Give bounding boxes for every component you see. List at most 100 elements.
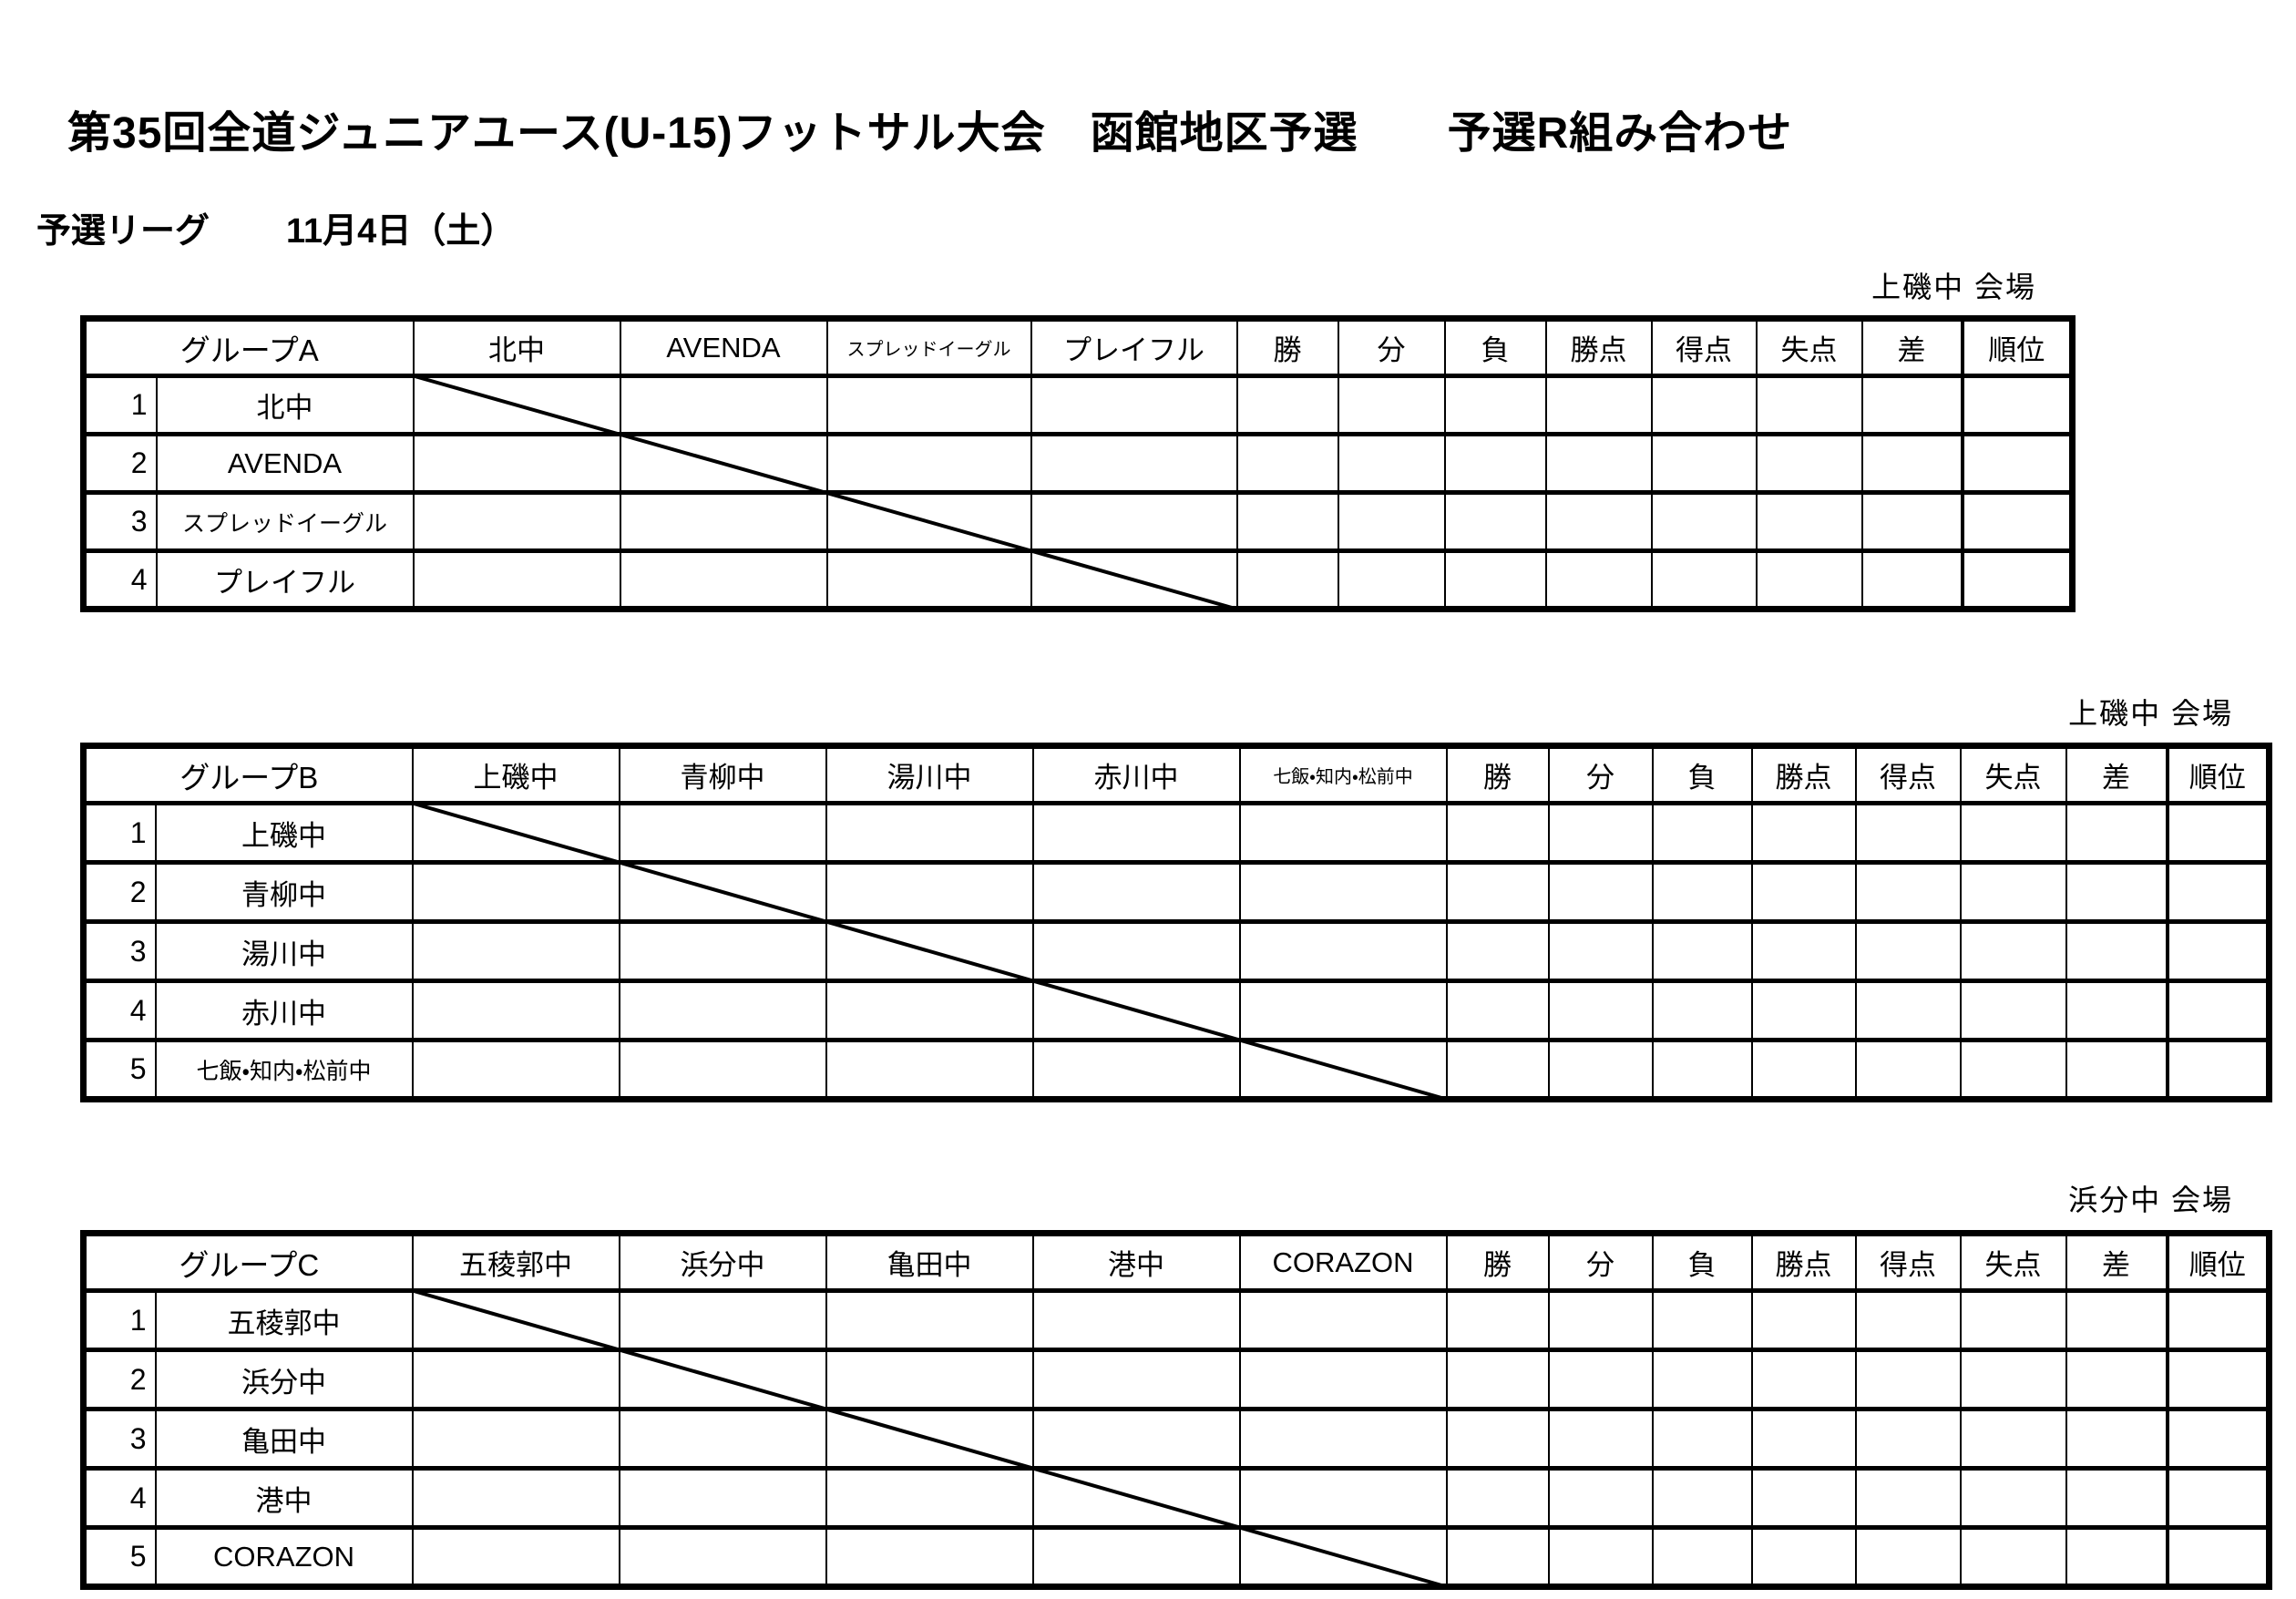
match-cell <box>619 548 828 611</box>
match-cell <box>411 1525 620 1589</box>
match-cell <box>1031 1525 1241 1589</box>
group-a-section: グループA 北中 AVENDA スプレッドイーグル プレイフル勝分負勝点 得点 失点差順位 1… <box>80 315 2076 612</box>
stat-cell <box>1445 1038 1550 1102</box>
stat-cell <box>1547 919 1654 983</box>
stat-header: 負 <box>1443 317 1547 378</box>
stat-header: 負 <box>1651 744 1753 805</box>
match-cell <box>1238 1407 1448 1471</box>
group-c-section: グループC 五稜郭中 浜分中 亀田中 港中 CORAZON 勝分負勝点 得点 失点差順位 1 五稜郭… <box>80 1230 2272 1590</box>
team-name: 上磯中 <box>154 801 414 865</box>
stat-cell <box>1547 801 1654 865</box>
team-name: スプレッドイーグル <box>155 490 415 553</box>
stat-cell <box>1547 1288 1654 1352</box>
team-number: 1 <box>82 1288 157 1352</box>
match-cell <box>825 979 1034 1042</box>
team-name: 北中 <box>155 374 415 436</box>
stat-cell <box>2165 1348 2270 1411</box>
match-cell <box>825 548 1032 611</box>
match-cell <box>825 374 1032 436</box>
team-name: 港中 <box>154 1466 414 1530</box>
stat-cell <box>1854 979 1962 1042</box>
stat-cell <box>1854 1288 1962 1352</box>
stat-header: 勝 <box>1445 744 1550 805</box>
stat-header: 失点 <box>1959 1232 2067 1293</box>
team-number: 1 <box>82 801 157 865</box>
team-name: プレイフル <box>155 548 415 611</box>
opponent-header: スプレッドイーグル <box>825 317 1032 378</box>
team-name: 湯川中 <box>154 919 414 983</box>
stat-header: 失点 <box>1959 744 2067 805</box>
opponent-header: 五稜郭中 <box>411 1232 620 1293</box>
match-cell <box>1031 1288 1241 1352</box>
group-label: グループA <box>82 317 415 378</box>
match-cell <box>618 1407 827 1471</box>
opponent-header: 上磯中 <box>411 744 620 805</box>
stat-cell <box>1854 1348 1962 1411</box>
stat-cell <box>1860 432 1963 495</box>
match-cell <box>618 1038 827 1102</box>
stat-cell <box>1755 548 1863 611</box>
match-cell <box>1238 1525 1448 1589</box>
match-cell <box>411 1407 620 1471</box>
opponent-header: CORAZON <box>1238 1232 1448 1293</box>
match-cell <box>825 1348 1034 1411</box>
team-number: 4 <box>82 548 158 611</box>
opponent-header: 浜分中 <box>618 1232 827 1293</box>
stat-cell <box>1860 490 1963 553</box>
opponent-header: 北中 <box>412 317 621 378</box>
table-row: 2 青柳中 <box>82 860 2270 924</box>
stat-cell <box>1750 1407 1857 1471</box>
table-row: 5 CORAZON <box>82 1525 2270 1589</box>
match-cell <box>618 919 827 983</box>
stat-cell <box>1337 490 1446 553</box>
group-c-table: グループC 五稜郭中 浜分中 亀田中 港中 CORAZON 勝分負勝点 得点 失点差順位 1 五稜郭… <box>80 1230 2272 1590</box>
match-cell <box>1238 1038 1448 1102</box>
team-number: 2 <box>82 860 157 924</box>
team-number: 2 <box>82 432 158 495</box>
match-cell <box>618 801 827 865</box>
stat-header: 負 <box>1651 1232 1753 1293</box>
stat-header: 順位 <box>2165 744 2270 805</box>
match-cell <box>411 801 620 865</box>
stat-cell <box>1445 801 1550 865</box>
match-cell <box>618 1525 827 1589</box>
stat-cell <box>1443 374 1547 436</box>
opponent-header: 七飯・知内・松前中 <box>1238 744 1448 805</box>
stat-cell <box>1651 919 1753 983</box>
stat-cell <box>1755 490 1863 553</box>
match-cell <box>618 1348 827 1411</box>
stat-cell <box>1755 374 1863 436</box>
opponent-header: 亀田中 <box>825 1232 1034 1293</box>
stat-cell <box>2065 1407 2168 1471</box>
match-cell <box>825 1288 1034 1352</box>
match-cell <box>412 432 621 495</box>
stat-cell <box>1547 1038 1654 1102</box>
team-number: 4 <box>82 979 157 1042</box>
match-cell <box>412 548 621 611</box>
table-row: 2 AVENDA <box>82 432 2074 495</box>
match-cell <box>411 979 620 1042</box>
team-name: 亀田中 <box>154 1407 414 1471</box>
stat-cell <box>2065 979 2168 1042</box>
match-cell <box>1238 1348 1448 1411</box>
match-cell <box>618 979 827 1042</box>
stat-cell <box>2065 1348 2168 1411</box>
match-cell <box>1238 860 1448 924</box>
opponent-header: 赤川中 <box>1031 744 1241 805</box>
stat-cell <box>1651 979 1753 1042</box>
stat-cell <box>1337 548 1446 611</box>
stat-cell <box>1445 919 1550 983</box>
opponent-header: 湯川中 <box>825 744 1034 805</box>
stat-cell <box>1650 374 1758 436</box>
team-number: 3 <box>82 1407 157 1471</box>
venue-label-group-b: 上磯中 会場 <box>2068 697 2233 730</box>
stat-cell <box>1544 548 1653 611</box>
stat-cell <box>1445 860 1550 924</box>
table-row: 3 亀田中 <box>82 1407 2270 1471</box>
table-row: 4 プレイフル <box>82 548 2074 611</box>
stat-cell <box>1651 1348 1753 1411</box>
match-cell <box>1031 1348 1241 1411</box>
match-cell <box>619 432 828 495</box>
group-a-table: グループA 北中 AVENDA スプレッドイーグル プレイフル勝分負勝点 得点 失点差順位 1… <box>80 315 2076 612</box>
stat-cell <box>2065 919 2168 983</box>
